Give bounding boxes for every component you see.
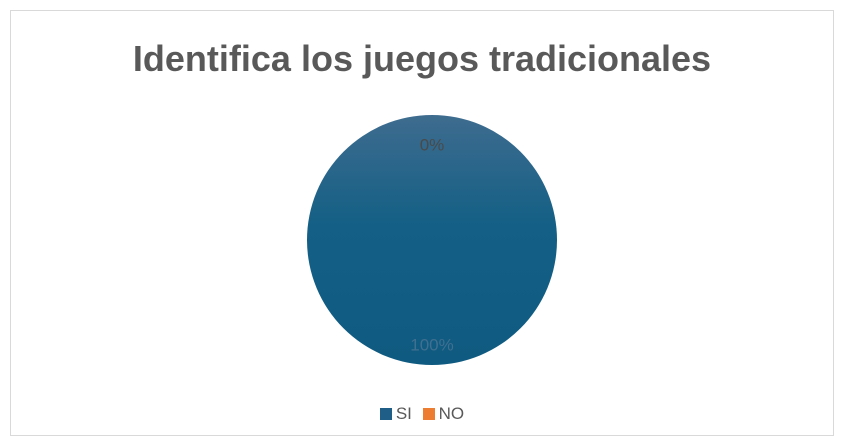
legend-item-no: NO — [422, 404, 465, 424]
pie-slice-si — [307, 115, 557, 365]
legend-item-si: SI — [379, 404, 412, 424]
legend-label-no: NO — [438, 404, 465, 423]
chart-title: Identifica los juegos tradicionales — [132, 38, 712, 79]
legend-swatch-si — [379, 408, 392, 420]
legend: SI NO — [0, 404, 844, 425]
legend-label-si: SI — [395, 404, 412, 423]
data-label-no: 0% — [420, 136, 445, 155]
legend-swatch-no — [422, 408, 435, 420]
data-label-si: 100% — [410, 336, 453, 355]
